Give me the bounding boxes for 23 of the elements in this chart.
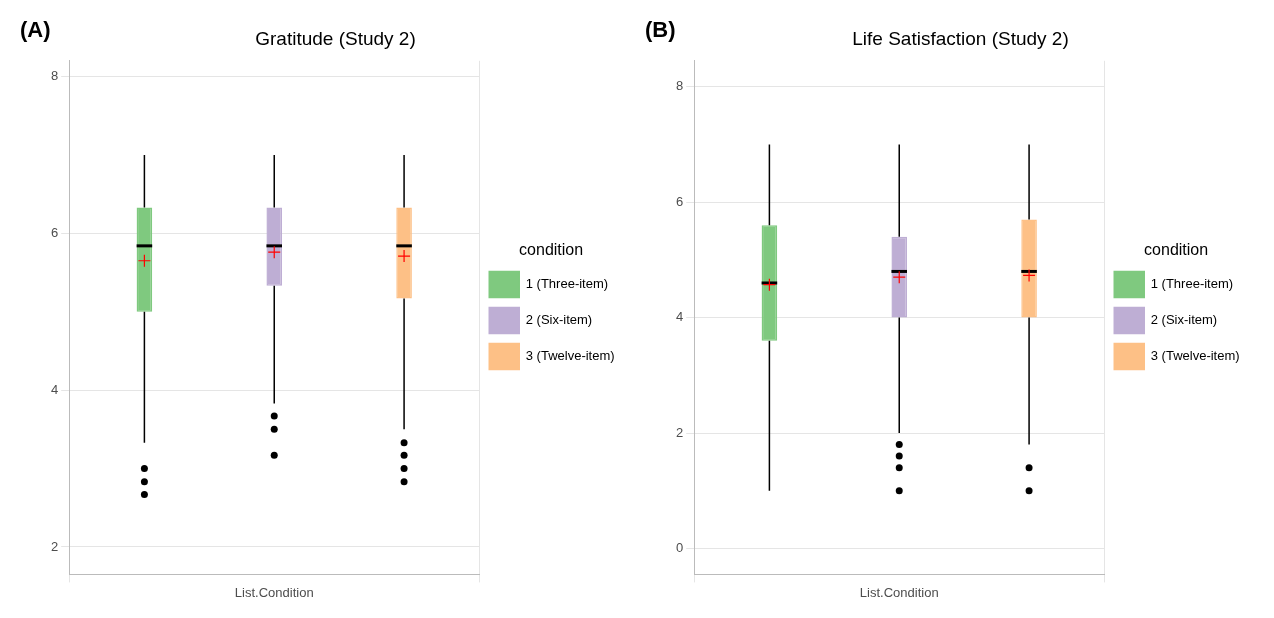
y-tick-label: 6 [51,224,59,240]
chart-title: Life Satisfaction (Study 2) [852,27,1069,49]
x-tick-label: List.Condition [234,584,314,600]
y-tick-label: 8 [676,78,684,94]
legend-label: 2 (Six-item) [525,312,593,328]
legend-label: 2 (Six-item) [1150,312,1218,328]
chart-title: Gratitude (Study 2) [255,27,416,49]
legend-label: 3 (Twelve-item) [525,348,615,364]
y-tick-label: 4 [676,309,684,325]
y-tick-label: 4 [51,381,59,397]
legend-label: 3 (Twelve-item) [1150,348,1240,364]
text: (A) [20,17,51,43]
y-tick-label: 2 [676,424,684,440]
legend-label: 1 (Three-item) [525,276,609,292]
y-tick-label: 8 [51,68,59,84]
legend-title: condition [1144,240,1209,258]
y-tick-label: 0 [676,540,684,556]
legend-title: condition [519,240,584,258]
x-tick-label: List.Condition [859,584,939,600]
legend-label: 1 (Three-item) [1150,276,1234,292]
y-tick-label: 2 [51,538,59,554]
y-tick-label: 6 [676,193,684,209]
text: (B) [645,17,676,43]
